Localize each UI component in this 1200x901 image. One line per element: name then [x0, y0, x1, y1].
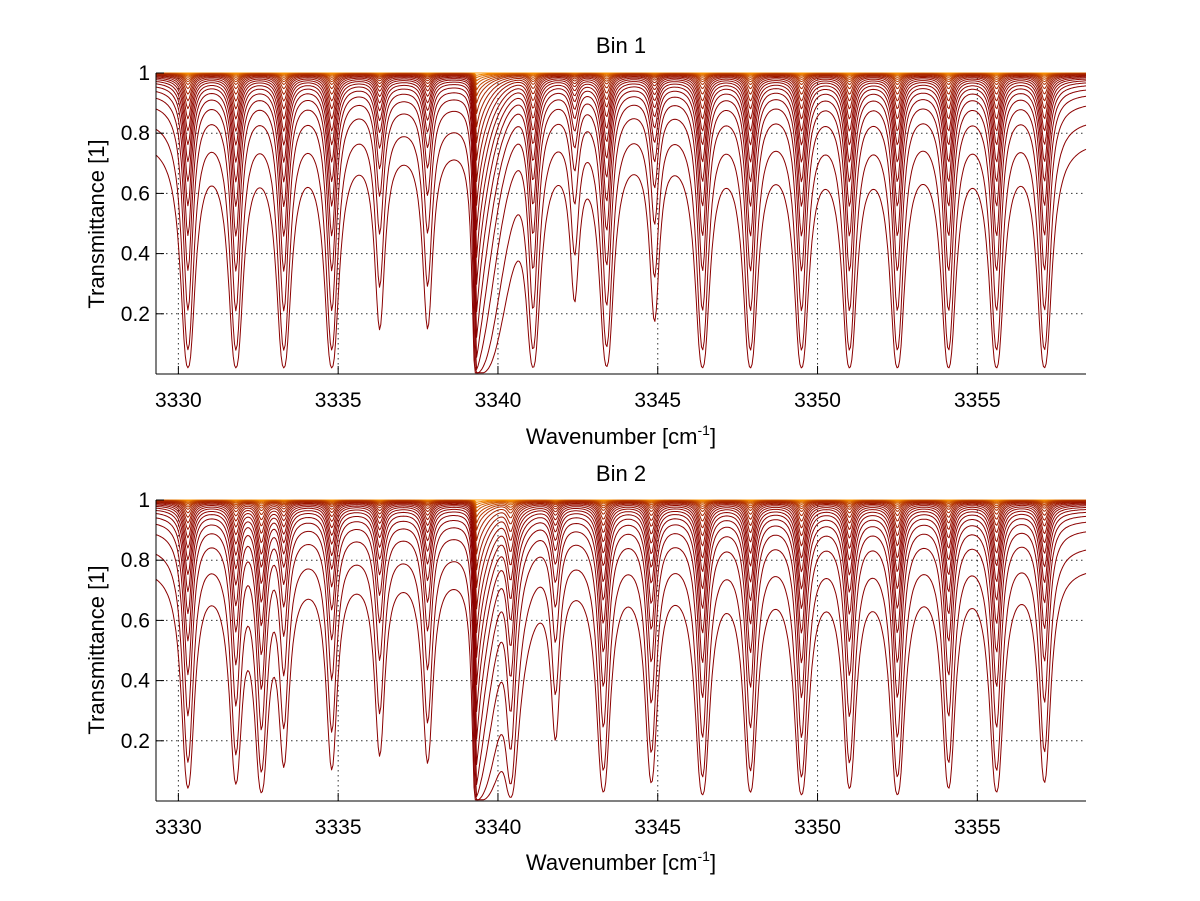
series-line — [156, 502, 1086, 588]
series-group — [155, 499, 1087, 801]
series-line — [155, 507, 1086, 685]
series-line — [155, 515, 1087, 765]
y-axis-label: Transmittance [1] — [84, 139, 109, 308]
x-axis-label: Wavenumber [cm-1] — [526, 848, 716, 875]
series-line — [156, 73, 1086, 114]
series-line — [155, 76, 1087, 182]
chart-title: Bin 1 — [596, 33, 646, 58]
y-axis-ticks: 0.2 0.4 0.6 0.8 1 — [121, 489, 164, 753]
y-tick-label: 0.8 — [121, 122, 150, 145]
series-line — [155, 511, 1087, 740]
series-line — [155, 85, 1087, 313]
x-tick-label: 3345 — [634, 389, 681, 412]
axes — [155, 73, 1086, 375]
chart-title: Bin 2 — [596, 461, 646, 486]
series-line — [156, 503, 1086, 610]
series-line — [155, 78, 1087, 231]
x-tick-label: 3350 — [794, 816, 841, 839]
series-line — [156, 74, 1087, 128]
plot-area — [156, 73, 1086, 374]
series-line — [155, 95, 1087, 358]
series-line — [155, 504, 1086, 633]
y-tick-label: 0.2 — [121, 303, 150, 326]
series-line — [155, 521, 1087, 785]
x-tick-label: 3335 — [315, 816, 362, 839]
y-tick-label: 1 — [138, 489, 150, 512]
x-tick-label: 3345 — [634, 816, 681, 839]
y-tick-label: 0.6 — [121, 182, 150, 205]
x-tick-label: 3340 — [475, 389, 522, 412]
x-tick-label: 3335 — [315, 389, 362, 412]
y-axis-ticks: 0.2 0.4 0.6 0.8 1 — [121, 62, 164, 326]
series-line — [155, 531, 1087, 798]
series-line — [155, 105, 1087, 370]
series-line — [155, 77, 1086, 206]
series-line — [155, 549, 1087, 801]
y-tick-label: 0.8 — [121, 549, 150, 572]
axes — [155, 500, 1086, 802]
y-tick-label: 1 — [138, 62, 150, 85]
series-group — [155, 72, 1087, 374]
x-tick-label: 3330 — [155, 389, 202, 412]
plot-area — [156, 500, 1086, 801]
y-tick-label: 0.4 — [121, 670, 151, 693]
series-line — [155, 505, 1087, 658]
series-line — [156, 501, 1086, 555]
chart-panel-bin-1: Bin 1 3330 3335 3340 3345 3350 3355 0.2 0.4 0.6… — [84, 33, 1087, 449]
chart-panel-bin-2: Bin 2 3330 3335 3340 3345 3350 3355 0.2 0.4 0.6… — [84, 461, 1087, 875]
x-axis-ticks: 3330 3335 3340 3345 3350 3355 — [155, 366, 1001, 412]
y-tick-label: 0.2 — [121, 730, 150, 753]
x-tick-label: 3330 — [155, 816, 202, 839]
series-line — [155, 80, 1087, 258]
series-line — [155, 82, 1086, 285]
x-tick-label: 3355 — [954, 389, 1001, 412]
y-tick-label: 0.6 — [121, 609, 150, 632]
y-tick-label: 0.4 — [121, 243, 151, 266]
series-line — [155, 573, 1087, 801]
series-line — [155, 89, 1087, 338]
series-line — [155, 75, 1087, 161]
series-line — [155, 148, 1087, 374]
x-tick-label: 3350 — [794, 389, 841, 412]
x-tick-label: 3355 — [954, 816, 1001, 839]
series-line — [156, 501, 1086, 571]
y-axis-label: Transmittance [1] — [84, 565, 109, 734]
x-axis-ticks: 3330 3335 3340 3345 3350 3355 — [155, 793, 1001, 839]
series-line — [155, 509, 1087, 712]
x-tick-label: 3340 — [475, 816, 522, 839]
x-axis-label: Wavenumber [cm-1] — [526, 422, 716, 449]
series-line — [156, 74, 1086, 144]
series-line — [155, 124, 1087, 374]
series-line — [156, 500, 1086, 542]
